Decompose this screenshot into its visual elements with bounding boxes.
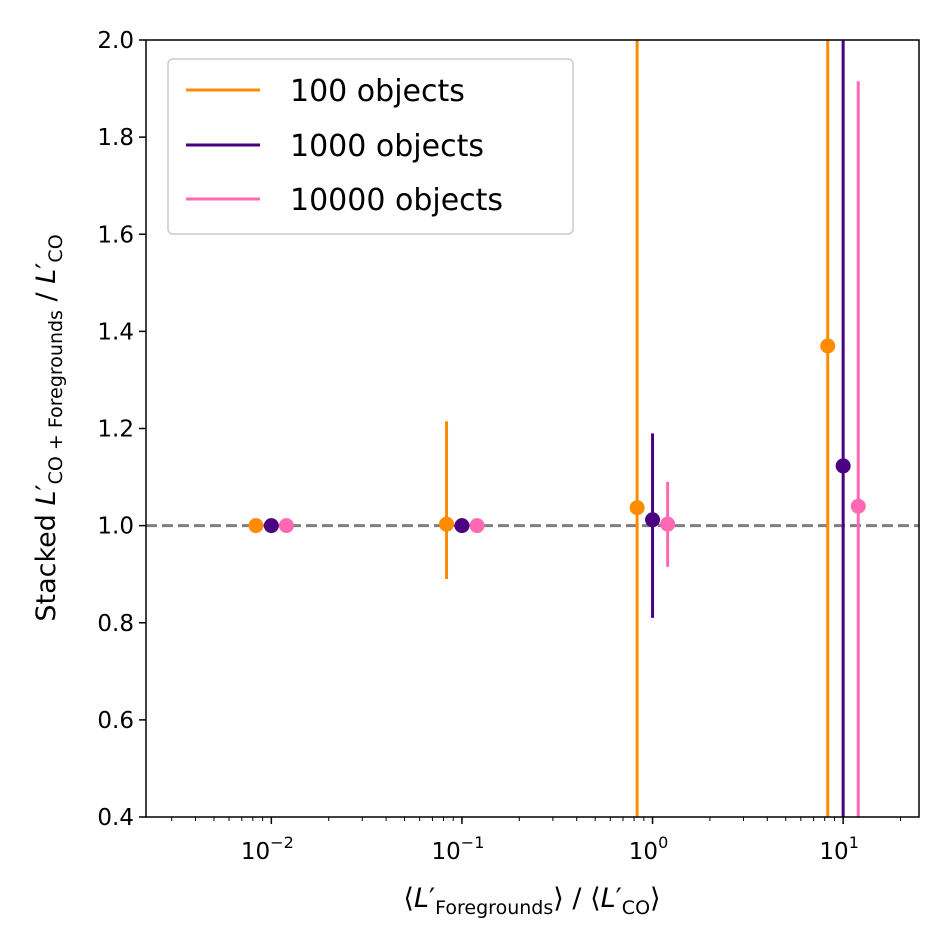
legend-label-100: 100 objects [290, 74, 465, 109]
y-axis-label: Stacked L′CO + Foregrounds / L′CO [31, 234, 67, 621]
y-tick-label: 2.0 [97, 28, 134, 54]
data-point-10000-objects [278, 518, 294, 534]
x-axis-label: ⟨L′Foregrounds⟩ / ⟨L′CO⟩ [403, 883, 660, 919]
y-tick-label: 1.0 [97, 514, 134, 540]
data-point-1000-objects [263, 518, 279, 534]
y-ticks: 0.4 0.6 0.8 1.0 1.2 1.4 1.6 1.8 2.0 [97, 28, 146, 831]
y-tick-label: 0.4 [97, 805, 134, 831]
y-tick-label: 1.8 [97, 125, 134, 151]
data-point-10000-objects [660, 516, 676, 532]
x-tick-label: 10−2 [241, 833, 294, 865]
data-point-100-objects [439, 516, 455, 532]
data-point-1000-objects [835, 458, 851, 474]
y-tick-label: 1.4 [97, 319, 134, 345]
plot-frame [145, 39, 920, 818]
legend-box [167, 58, 574, 235]
y-tick-label: 0.6 [97, 708, 134, 734]
data-point-10000-objects [469, 518, 485, 534]
legend: 100 objects 1000 objects 10000 objects [167, 58, 574, 235]
y-tick-label: 0.8 [97, 611, 134, 637]
x-tick-label: 10−1 [432, 833, 485, 865]
y-tick-label: 1.6 [97, 222, 134, 248]
x-tick-label: 101 [819, 833, 858, 865]
data-point-100-objects [248, 518, 264, 534]
x-ticks: 10−2 10−1 100 101 [241, 817, 859, 865]
data-point-100-objects [820, 338, 836, 354]
plot-area [248, 40, 866, 817]
legend-label-10000: 10000 objects [290, 183, 503, 218]
data-point-1000-objects [645, 512, 661, 528]
data-point-100-objects [629, 500, 645, 516]
x-tick-label: 100 [629, 833, 668, 865]
y-tick-label: 1.2 [97, 417, 134, 443]
data-point-1000-objects [454, 518, 470, 534]
legend-label-1000: 1000 objects [290, 129, 484, 164]
data-point-10000-objects [850, 498, 866, 514]
